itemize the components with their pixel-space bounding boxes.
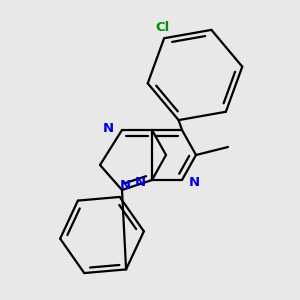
Text: N: N bbox=[102, 122, 114, 134]
Text: N: N bbox=[188, 176, 200, 188]
Text: Cl: Cl bbox=[155, 21, 169, 34]
Text: N: N bbox=[120, 179, 131, 192]
Text: N: N bbox=[134, 176, 146, 188]
